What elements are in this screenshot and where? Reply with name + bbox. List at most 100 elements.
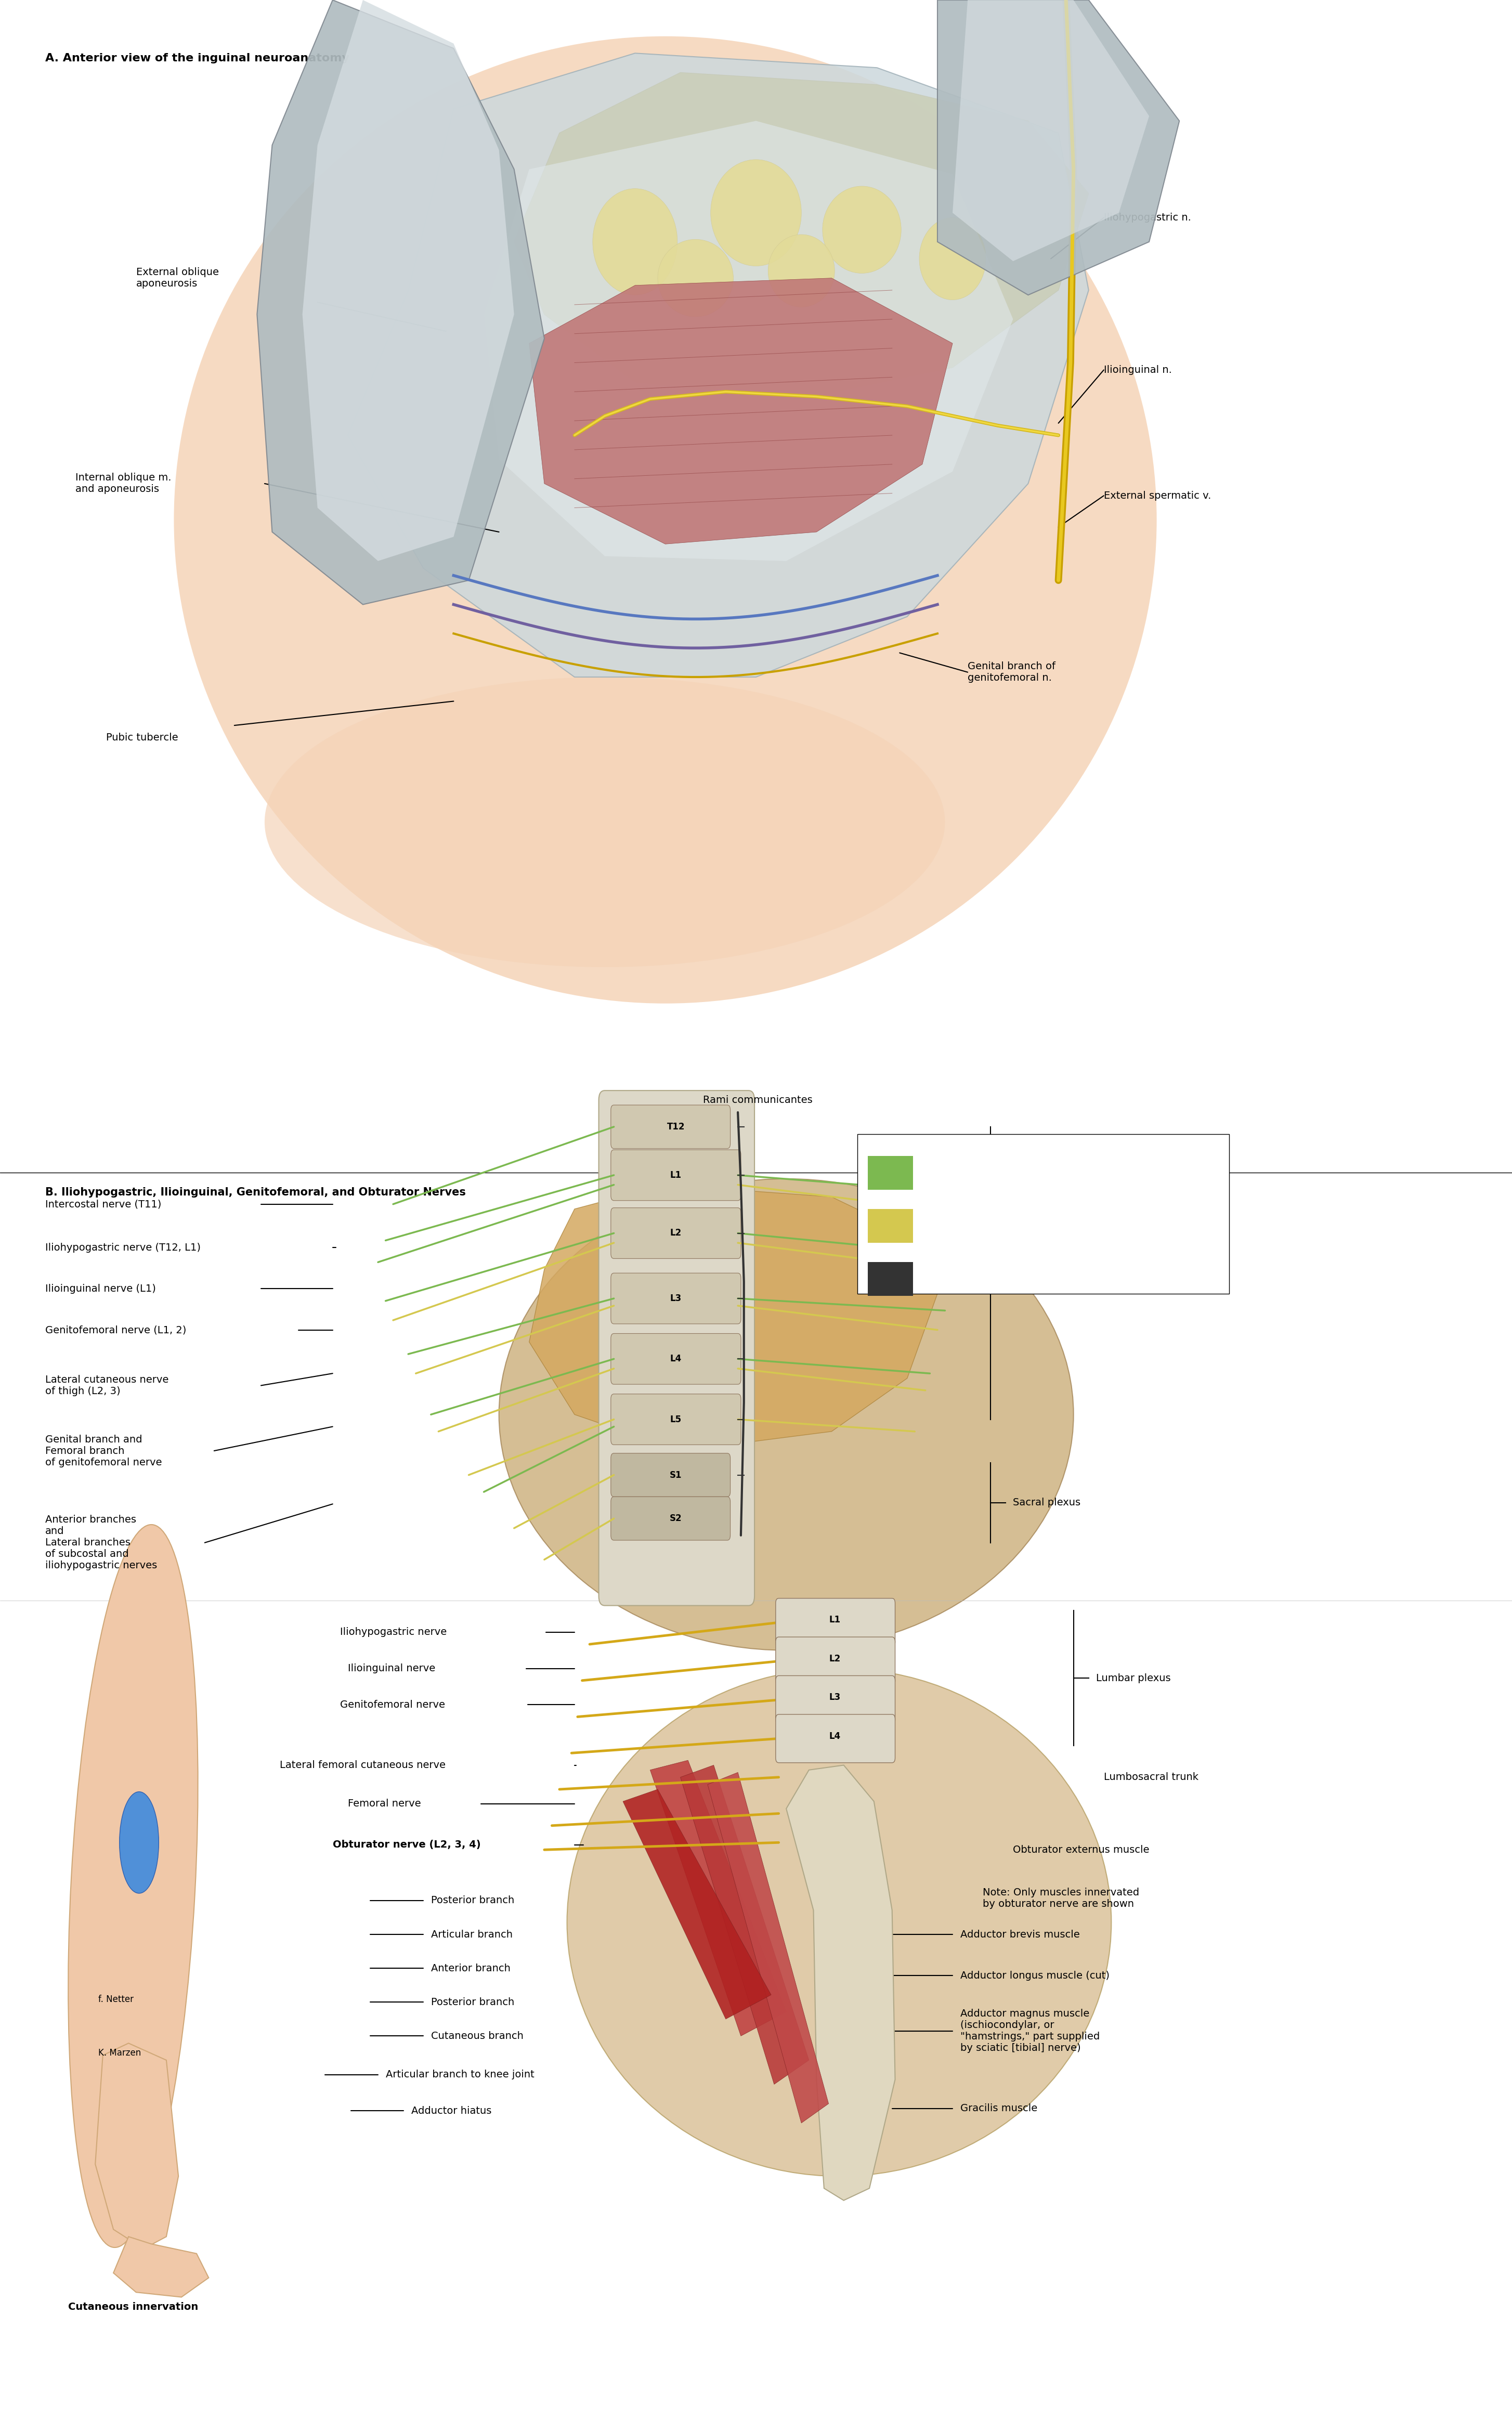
FancyBboxPatch shape	[611, 1272, 741, 1325]
Text: B. Iliohypogastric, Ilioinguinal, Genitofemoral, and Obturator Nerves: B. Iliohypogastric, Ilioinguinal, Genito…	[45, 1187, 466, 1197]
Text: Posterior division: Posterior division	[922, 1221, 1002, 1231]
FancyBboxPatch shape	[599, 1091, 754, 1606]
Polygon shape	[257, 0, 544, 604]
FancyBboxPatch shape	[868, 1209, 913, 1243]
Text: Anterior branches
and
Lateral branches
of subcostal and
iliohypogastric nerves: Anterior branches and Lateral branches o…	[45, 1514, 157, 1572]
Text: Note: Only muscles innervated
by obturator nerve are shown: Note: Only muscles innervated by obturat…	[983, 1888, 1140, 1908]
FancyBboxPatch shape	[611, 1335, 741, 1383]
Text: Genitofemoral nerve (L1, 2): Genitofemoral nerve (L1, 2)	[45, 1325, 186, 1335]
Ellipse shape	[593, 189, 677, 295]
Text: Iliohypogastric nerve (T12, L1): Iliohypogastric nerve (T12, L1)	[45, 1243, 201, 1253]
FancyBboxPatch shape	[611, 1453, 730, 1497]
Polygon shape	[484, 121, 1013, 561]
FancyBboxPatch shape	[776, 1676, 895, 1724]
Text: Iliohypogastric n.: Iliohypogastric n.	[1104, 213, 1191, 222]
FancyBboxPatch shape	[611, 1497, 730, 1540]
Text: External oblique
aponeurosis: External oblique aponeurosis	[136, 268, 219, 288]
Text: A. Anterior view of the inguinal neuroanatomy: A. Anterior view of the inguinal neuroan…	[45, 53, 349, 63]
FancyBboxPatch shape	[857, 1134, 1229, 1294]
Text: Ilioinguinal n.: Ilioinguinal n.	[1104, 365, 1172, 375]
Text: Lateral cutaneous nerve
of thigh (L2, 3): Lateral cutaneous nerve of thigh (L2, 3)	[45, 1376, 169, 1395]
Ellipse shape	[823, 186, 901, 273]
Text: Gracilis muscle: Gracilis muscle	[960, 2104, 1037, 2113]
Text: Femoral nerve: Femoral nerve	[348, 1799, 420, 1809]
Polygon shape	[708, 1772, 829, 2123]
Text: Ilioinguinal nerve: Ilioinguinal nerve	[348, 1664, 435, 1673]
Polygon shape	[937, 0, 1179, 295]
Text: L2: L2	[829, 1654, 841, 1664]
Text: Sympathetic trunk: Sympathetic trunk	[922, 1274, 1021, 1284]
FancyBboxPatch shape	[611, 1209, 741, 1260]
Text: Lumbosacral trunk: Lumbosacral trunk	[1104, 1772, 1199, 1782]
Text: Lumbar plexus: Lumbar plexus	[1013, 1267, 1087, 1279]
Text: Internal oblique m.
and aponeurosis: Internal oblique m. and aponeurosis	[76, 474, 171, 493]
Ellipse shape	[567, 1668, 1111, 2176]
Ellipse shape	[68, 1526, 198, 2246]
Text: Adductor brevis muscle: Adductor brevis muscle	[960, 1930, 1080, 1939]
Polygon shape	[302, 0, 514, 561]
Ellipse shape	[499, 1180, 1074, 1649]
Text: Genitofemoral nerve: Genitofemoral nerve	[340, 1700, 445, 1710]
Text: Sacral plexus: Sacral plexus	[1013, 1497, 1081, 1509]
Text: Articular branch: Articular branch	[431, 1930, 513, 1939]
Polygon shape	[113, 2237, 209, 2297]
Polygon shape	[623, 1789, 771, 2019]
Text: Adductor longus muscle (cut): Adductor longus muscle (cut)	[960, 1971, 1110, 1980]
Text: Lateral femoral cutaneous nerve: Lateral femoral cutaneous nerve	[280, 1760, 446, 1770]
Text: L2: L2	[670, 1228, 682, 1238]
Text: L3: L3	[670, 1294, 682, 1303]
Text: Genital branch of
genitofemoral n.: Genital branch of genitofemoral n.	[968, 663, 1055, 682]
Ellipse shape	[919, 218, 986, 300]
Text: Cutaneous branch: Cutaneous branch	[431, 2031, 523, 2041]
Text: L4: L4	[829, 1731, 841, 1741]
Text: L4: L4	[670, 1354, 682, 1364]
Polygon shape	[95, 2043, 178, 2249]
Polygon shape	[529, 1185, 937, 1451]
Text: Anterior division: Anterior division	[922, 1168, 999, 1178]
Polygon shape	[348, 53, 1089, 677]
Polygon shape	[514, 73, 1089, 399]
FancyBboxPatch shape	[776, 1598, 895, 1647]
Text: Genital branch and
Femoral branch
of genitofemoral nerve: Genital branch and Femoral branch of gen…	[45, 1434, 162, 1468]
Text: L5: L5	[670, 1415, 682, 1424]
Text: T12: T12	[667, 1122, 685, 1132]
Text: Ilioinguinal nerve (L1): Ilioinguinal nerve (L1)	[45, 1284, 156, 1294]
Text: Adductor magnus muscle
(ischiocondylar, or
"hamstrings," part supplied
by sciati: Adductor magnus muscle (ischiocondylar, …	[960, 2009, 1099, 2053]
FancyBboxPatch shape	[776, 1714, 895, 1763]
Polygon shape	[529, 278, 953, 544]
Text: Articular branch to knee joint: Articular branch to knee joint	[386, 2070, 534, 2079]
Text: S2: S2	[670, 1514, 682, 1523]
Text: K. Marzen: K. Marzen	[98, 2048, 141, 2058]
Polygon shape	[953, 0, 1149, 261]
Text: Lumbar plexus: Lumbar plexus	[1096, 1673, 1170, 1683]
Ellipse shape	[768, 235, 835, 307]
Text: f. Netter: f. Netter	[98, 1995, 133, 2005]
Ellipse shape	[265, 677, 945, 967]
Text: Posterior branch: Posterior branch	[431, 1896, 514, 1905]
Text: S1: S1	[670, 1470, 682, 1480]
Text: L1: L1	[670, 1170, 682, 1180]
FancyBboxPatch shape	[868, 1156, 913, 1190]
Text: L3: L3	[829, 1693, 841, 1702]
Text: Obturator nerve (L2, 3, 4): Obturator nerve (L2, 3, 4)	[333, 1840, 481, 1850]
Text: Iliohypogastric nerve: Iliohypogastric nerve	[340, 1627, 448, 1637]
Text: L1: L1	[829, 1615, 841, 1625]
Ellipse shape	[658, 239, 733, 317]
FancyBboxPatch shape	[611, 1105, 730, 1149]
FancyBboxPatch shape	[868, 1262, 913, 1296]
Text: Cutaneous innervation: Cutaneous innervation	[68, 2302, 198, 2312]
Polygon shape	[650, 1760, 786, 2036]
Text: Anterior branch: Anterior branch	[431, 1963, 511, 1973]
FancyBboxPatch shape	[611, 1393, 741, 1446]
Ellipse shape	[119, 1792, 159, 1893]
Ellipse shape	[711, 160, 801, 266]
Polygon shape	[786, 1765, 895, 2200]
FancyBboxPatch shape	[611, 1149, 741, 1199]
Ellipse shape	[174, 36, 1157, 1003]
Text: External spermatic v.: External spermatic v.	[1104, 491, 1211, 501]
Text: Adductor hiatus: Adductor hiatus	[411, 2106, 491, 2116]
FancyBboxPatch shape	[776, 1637, 895, 1685]
Text: Obturator externus muscle: Obturator externus muscle	[1013, 1845, 1149, 1855]
Polygon shape	[680, 1765, 809, 2084]
Text: Rami communicantes: Rami communicantes	[703, 1095, 812, 1105]
